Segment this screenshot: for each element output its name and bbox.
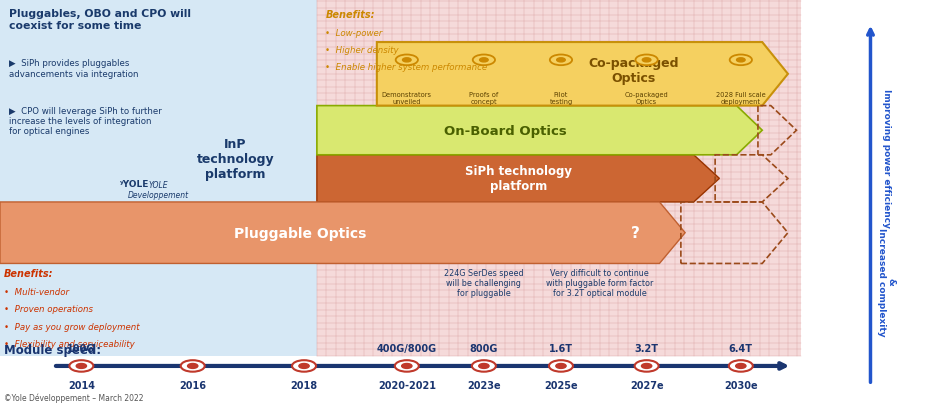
Circle shape: [730, 55, 752, 66]
Text: 2020-2021: 2020-2021: [378, 380, 436, 390]
Text: &
Increased complexity: & Increased complexity: [876, 227, 896, 335]
Text: Benefits:: Benefits:: [5, 268, 53, 278]
Polygon shape: [0, 202, 685, 264]
Circle shape: [187, 364, 197, 369]
Text: 2028 Full scale
deployment: 2028 Full scale deployment: [716, 91, 766, 104]
Text: On-Board Optics: On-Board Optics: [444, 124, 566, 137]
Circle shape: [642, 58, 651, 63]
Text: Benefits:: Benefits:: [326, 10, 375, 20]
Text: 2030e: 2030e: [724, 380, 757, 390]
Text: 224G SerDes speed
will be challenging
for pluggable: 224G SerDes speed will be challenging fo…: [444, 268, 524, 298]
Circle shape: [729, 360, 753, 372]
Polygon shape: [377, 43, 788, 106]
Text: •  Proven operations: • Proven operations: [5, 305, 94, 314]
Text: Module speed:: Module speed:: [5, 343, 101, 356]
Circle shape: [556, 364, 566, 369]
Text: 3.2T: 3.2T: [635, 343, 659, 353]
Text: •  Higher density: • Higher density: [326, 46, 399, 55]
Text: InP
technology
platform: InP technology platform: [197, 138, 274, 181]
Circle shape: [478, 364, 489, 369]
Text: •  Enable higher system performance: • Enable higher system performance: [326, 63, 488, 72]
Text: 2027e: 2027e: [630, 380, 664, 390]
Text: YOLE
Developpement: YOLE Developpement: [128, 180, 189, 200]
Circle shape: [736, 364, 746, 369]
Text: 2025e: 2025e: [544, 380, 578, 390]
Bar: [317, 0, 801, 356]
Text: ?: ?: [631, 226, 640, 240]
Text: •  Flexibility and serviceability: • Flexibility and serviceability: [5, 339, 135, 348]
Circle shape: [635, 360, 659, 372]
Circle shape: [395, 360, 418, 372]
Polygon shape: [317, 155, 720, 202]
Circle shape: [737, 58, 745, 63]
Circle shape: [557, 58, 565, 63]
Text: 2014: 2014: [68, 380, 95, 390]
Text: Demonstrators
unveiled: Demonstrators unveiled: [382, 91, 431, 104]
Text: Pluggable Optics: Pluggable Optics: [234, 226, 366, 240]
Circle shape: [479, 58, 489, 63]
Circle shape: [636, 55, 658, 66]
Circle shape: [473, 55, 495, 66]
Text: 400G/800G: 400G/800G: [377, 343, 437, 353]
Text: 2023e: 2023e: [467, 380, 501, 390]
Circle shape: [549, 360, 573, 372]
Text: Co-packaged
Optics: Co-packaged Optics: [624, 91, 668, 104]
Text: SiPh technology
platform: SiPh technology platform: [464, 165, 572, 193]
Text: 1.6T: 1.6T: [549, 343, 573, 353]
Text: Proofs of
concept: Proofs of concept: [469, 91, 499, 104]
Circle shape: [69, 360, 94, 372]
Circle shape: [396, 55, 418, 66]
Circle shape: [76, 364, 86, 369]
Text: Improving power efficiency: Improving power efficiency: [882, 89, 891, 228]
Bar: [0, 0, 317, 356]
Text: ▶  SiPh provides pluggables
advancements via integration: ▶ SiPh provides pluggables advancements …: [8, 59, 139, 79]
Text: Pluggables, OBO and CPO will
coexist for some time: Pluggables, OBO and CPO will coexist for…: [8, 9, 191, 31]
Text: Pilot
testing: Pilot testing: [549, 91, 573, 104]
Text: •  Low-power: • Low-power: [326, 29, 383, 38]
Text: ▶  CPO will leverage SiPh to further
increase the levels of integration
for opti: ▶ CPO will leverage SiPh to further incr…: [8, 106, 161, 136]
Circle shape: [641, 364, 651, 369]
Text: 6.4T: 6.4T: [729, 343, 753, 353]
Text: ʸYOLE: ʸYOLE: [120, 180, 149, 189]
Circle shape: [402, 58, 411, 63]
Circle shape: [299, 364, 309, 369]
Circle shape: [292, 360, 316, 372]
Text: 2018: 2018: [290, 380, 317, 390]
Circle shape: [402, 364, 412, 369]
Text: •  Pay as you grow deployment: • Pay as you grow deployment: [5, 322, 139, 331]
Text: 2016: 2016: [179, 380, 206, 390]
Text: 800G: 800G: [470, 343, 498, 353]
Text: Co-packaged
Optics: Co-packaged Optics: [589, 56, 679, 85]
Text: ©Yole Développement – March 2022: ©Yole Développement – March 2022: [5, 392, 144, 402]
Circle shape: [181, 360, 205, 372]
Circle shape: [549, 55, 572, 66]
Polygon shape: [317, 106, 762, 155]
Text: •  Multi-vendor: • Multi-vendor: [5, 288, 69, 297]
Text: Very difficult to continue
with pluggable form factor
for 3.2T optical module: Very difficult to continue with pluggabl…: [546, 268, 653, 298]
Circle shape: [472, 360, 496, 372]
Text: 100G: 100G: [67, 343, 95, 353]
